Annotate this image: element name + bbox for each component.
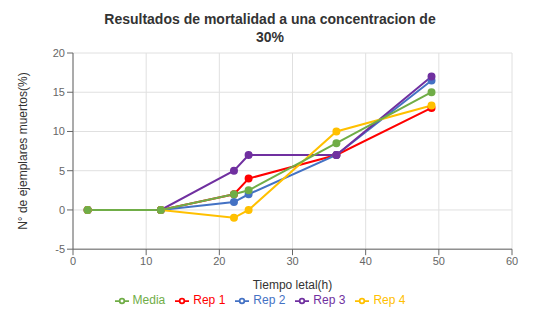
svg-text:30: 30 — [286, 255, 298, 267]
html-text:Rep 2: Rep 2 — [253, 293, 286, 308]
svg-text:15: 15 — [53, 86, 65, 98]
svg-text:10: 10 — [53, 125, 65, 137]
svg-text:0: 0 — [70, 255, 76, 267]
svg-text:5: 5 — [59, 165, 65, 177]
html-text:Rep 4: Rep 4 — [373, 293, 406, 308]
svg-text:60: 60 — [506, 255, 518, 267]
html-text:Media: Media — [132, 293, 166, 308]
svg-text:N° de ejemplares muertos(%): N° de ejemplares muertos(%) — [16, 72, 30, 230]
svg-text:20: 20 — [53, 48, 65, 59]
svg-text:10: 10 — [140, 255, 152, 267]
svg-text:Tiempo letal(h): Tiempo letal(h) — [253, 278, 333, 292]
svg-text:-5: -5 — [55, 243, 65, 255]
svg-text:50: 50 — [433, 255, 445, 267]
svg-text:40: 40 — [360, 255, 372, 267]
html-text:Rep 1: Rep 1 — [193, 293, 226, 308]
html-text:Resultados de mortalidad a una: Resultados de mortalidad a una concentra… — [104, 11, 436, 27]
html-text:30%: 30% — [256, 29, 284, 45]
svg-text:0: 0 — [59, 204, 65, 216]
html-text:Rep 3: Rep 3 — [313, 293, 346, 308]
svg-text:20: 20 — [213, 255, 225, 267]
